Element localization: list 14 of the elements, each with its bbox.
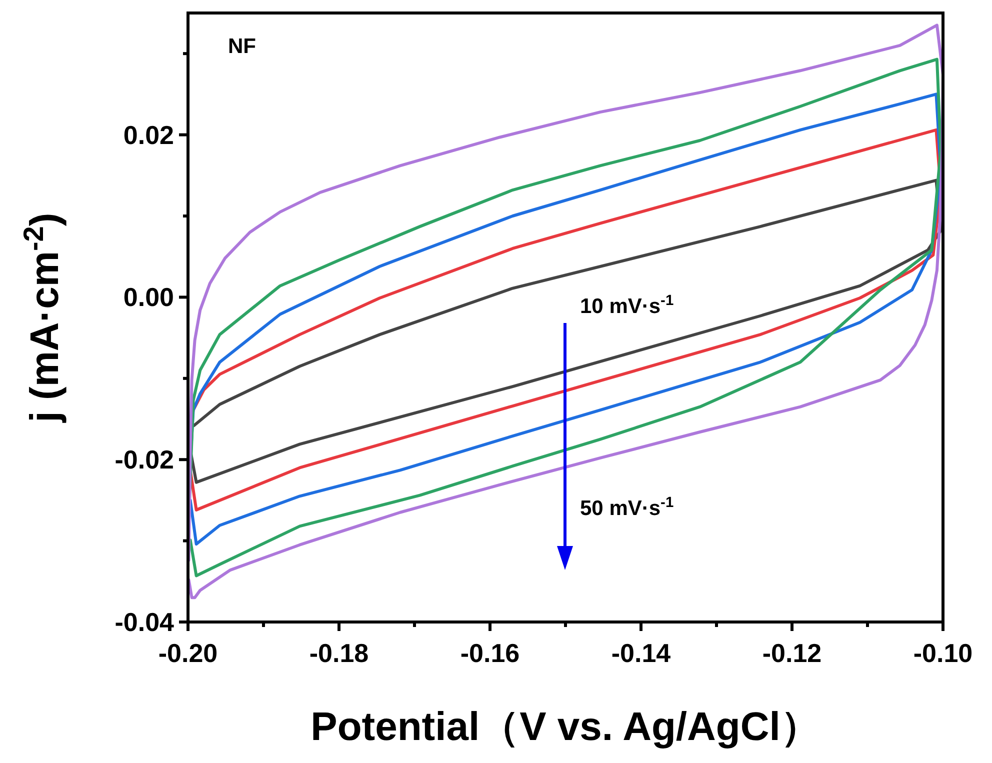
- x-tick-label: -0.18: [309, 638, 369, 668]
- annotation: NF: [228, 35, 256, 58]
- x-tick-label: -0.14: [611, 638, 672, 668]
- annotation: 10 mV·s$^{-1}$: [580, 293, 674, 318]
- x-tick-label: -0.16: [460, 638, 520, 668]
- y-tick-label: -0.02: [114, 444, 174, 475]
- y-tick-label: 0.02: [123, 120, 174, 150]
- x-tick-label: -0.12: [762, 638, 822, 668]
- annotation: 50 mV·s$^{-1}$: [580, 495, 674, 520]
- x-tick-label: -0.20: [158, 638, 218, 668]
- x-axis-title: Potential（V vs. Ag/AgCl）: [310, 705, 820, 749]
- x-tick-label: -0.10: [913, 638, 973, 668]
- y-tick-label: 0.00: [123, 282, 174, 312]
- y-tick-label: -0.04: [114, 607, 175, 637]
